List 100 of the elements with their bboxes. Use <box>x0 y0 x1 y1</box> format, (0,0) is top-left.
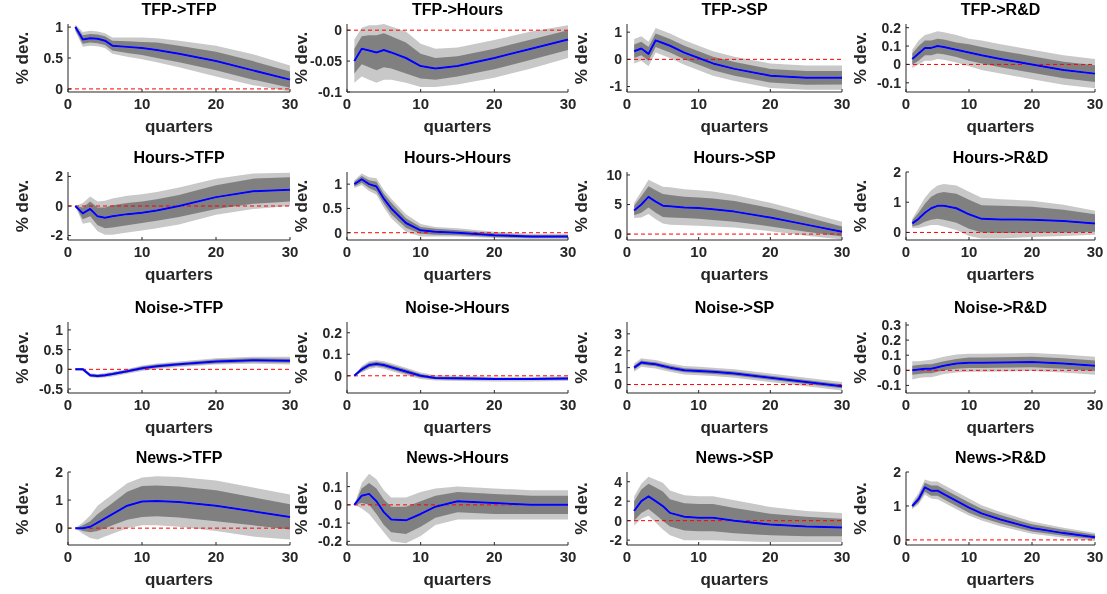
y-tick-label: 0 <box>55 80 64 97</box>
y-tick-label: -0.2 <box>317 533 343 550</box>
x-tick-label: 10 <box>690 396 708 413</box>
y-tick-label: 0.3 <box>881 316 902 333</box>
chart-title: News->R&D <box>954 449 1047 466</box>
x-tick-label: 20 <box>1023 396 1041 413</box>
x-tick-label: 20 <box>761 548 779 565</box>
y-tick-label: 1 <box>55 18 64 35</box>
y-tick-label: 1 <box>893 194 902 211</box>
chart-title: TFP->Hours <box>411 1 504 18</box>
chart-title: Hours->R&D <box>952 149 1049 166</box>
chart-title: News->Hours <box>406 449 509 466</box>
y-tick-label: 0 <box>893 224 902 241</box>
y-tick-label: 0.1 <box>322 346 343 363</box>
y-tick-label: 0.1 <box>881 37 902 54</box>
x-tick-label: 30 <box>559 548 577 565</box>
x-tick-label: 20 <box>1023 243 1041 260</box>
x-tick-label: 20 <box>485 396 503 413</box>
x-axis-title: quarters <box>700 418 769 437</box>
y-axis-title: % dev. <box>292 31 311 85</box>
x-axis-title: quarters <box>144 418 214 437</box>
y-tick-label: 0.1 <box>881 347 902 364</box>
y-tick-label: 0 <box>614 225 623 242</box>
y-tick-label: 1 <box>893 497 902 514</box>
y-tick-label: 1 <box>55 491 64 508</box>
y-tick-label: 2 <box>614 493 623 510</box>
x-tick-label: 30 <box>1086 396 1104 413</box>
x-axis-title: quarters <box>700 117 769 136</box>
y-axis-title: % dev. <box>851 179 870 233</box>
y-axis-title: % dev. <box>13 31 32 85</box>
x-tick-label: 30 <box>1086 548 1104 565</box>
y-tick-label: -0.1 <box>317 83 343 100</box>
y-axis-title: % dev. <box>292 331 311 384</box>
y-tick-label: 1 <box>334 176 343 193</box>
y-tick-label: 2 <box>893 163 902 180</box>
x-tick-label: 20 <box>485 243 503 260</box>
x-tick-label: 20 <box>207 548 225 565</box>
y-axis-title: % dev. <box>572 179 591 233</box>
x-axis-title: quarters <box>700 570 769 589</box>
y-tick-label: 0.5 <box>322 200 343 217</box>
y-tick-label: -0.1 <box>876 377 902 394</box>
y-tick-label: -0.1 <box>876 74 902 91</box>
x-tick-label: 20 <box>207 396 225 413</box>
y-tick-label: 0.2 <box>881 19 902 36</box>
x-tick-label: 20 <box>1023 95 1041 112</box>
x-axis-title: quarters <box>700 265 769 284</box>
chart-title: Hours->TFP <box>133 149 225 166</box>
x-tick-label: 30 <box>833 243 851 260</box>
y-axis-title: % dev. <box>13 331 32 384</box>
x-axis-title: quarters <box>966 265 1035 284</box>
x-tick-label: 30 <box>281 243 299 260</box>
y-tick-label: 0 <box>614 376 623 393</box>
y-tick-label: -0.05 <box>310 52 343 69</box>
x-tick-label: 30 <box>833 548 851 565</box>
y-tick-label: 2 <box>55 463 64 480</box>
y-tick-label: 0.2 <box>322 324 343 341</box>
y-tick-label: 0 <box>334 367 343 384</box>
x-axis-title: quarters <box>423 265 492 284</box>
x-tick-label: 10 <box>133 548 151 565</box>
y-tick-label: 0.5 <box>43 49 64 66</box>
y-tick-label: -0.1 <box>317 515 343 531</box>
x-axis-title: quarters <box>423 117 492 136</box>
x-axis-title: quarters <box>966 570 1035 589</box>
x-axis-title: quarters <box>966 418 1035 437</box>
x-axis-title: quarters <box>144 117 214 136</box>
y-tick-label: 2 <box>55 168 64 185</box>
x-tick-label: 10 <box>133 95 151 112</box>
x-axis-title: quarters <box>144 570 214 589</box>
y-axis-title: % dev. <box>851 482 870 535</box>
x-tick-label: 10 <box>412 243 430 260</box>
x-tick-label: 10 <box>133 243 151 260</box>
y-tick-label: 0 <box>614 512 623 529</box>
x-tick-label: 30 <box>833 396 851 413</box>
x-tick-label: 10 <box>690 243 708 260</box>
y-tick-label: 1 <box>614 359 623 376</box>
chart-title: News->SP <box>695 449 774 466</box>
chart-title: News->TFP <box>135 449 223 466</box>
x-axis-title: quarters <box>144 265 214 284</box>
chart-title: Hours->SP <box>693 149 776 166</box>
y-tick-label: 0 <box>893 362 902 379</box>
x-tick-label: 30 <box>281 396 299 413</box>
y-tick-label: -0.5 <box>38 380 64 397</box>
x-tick-label: 10 <box>133 396 151 413</box>
x-tick-label: 30 <box>559 396 577 413</box>
y-tick-label: -2 <box>50 227 64 244</box>
x-tick-label: 20 <box>761 95 779 112</box>
chart-title: Noise->TFP <box>134 299 224 316</box>
chart-title: Noise->SP <box>694 299 775 316</box>
chart-title: Hours->Hours <box>403 149 512 166</box>
y-axis-title: % dev. <box>292 482 311 535</box>
x-tick-label: 10 <box>412 396 430 413</box>
x-axis-title: quarters <box>423 418 492 437</box>
y-tick-label: 0 <box>334 22 343 39</box>
x-tick-label: 30 <box>281 548 299 565</box>
y-tick-label: 0 <box>334 224 343 241</box>
x-tick-label: 30 <box>1086 95 1104 112</box>
y-tick-label: 10 <box>606 166 623 183</box>
x-tick-label: 10 <box>960 396 978 413</box>
y-axis-title: % dev. <box>572 331 591 384</box>
y-axis-title: % dev. <box>13 179 32 233</box>
